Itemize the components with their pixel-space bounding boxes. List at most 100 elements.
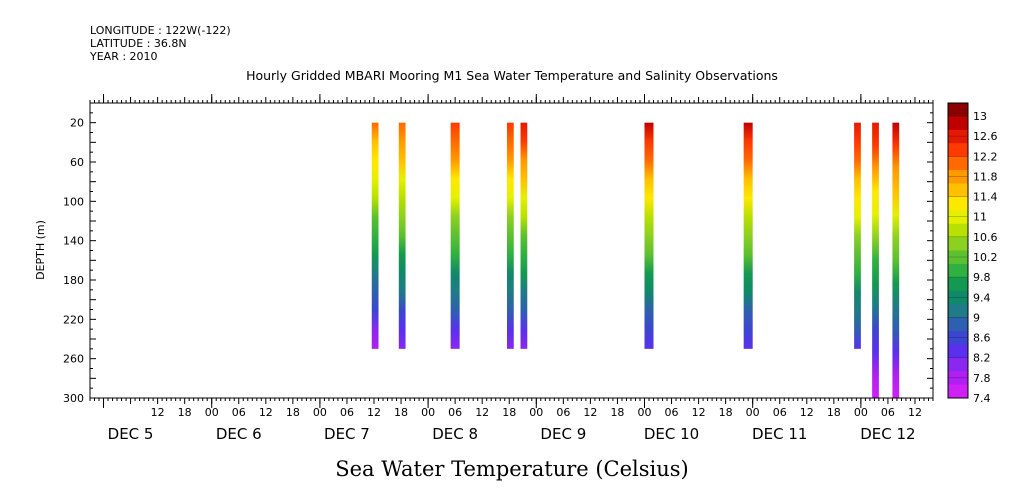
profile-bar bbox=[872, 122, 879, 399]
profile-bars bbox=[371, 122, 900, 399]
colorbar-swatch bbox=[948, 103, 968, 117]
longitude-label: LONGITUDE : 122W(-122) bbox=[90, 24, 231, 37]
y-axis-title: DEPTH (m) bbox=[34, 220, 47, 280]
colorbar-label: 9.4 bbox=[973, 291, 991, 304]
colorbar-swatch bbox=[948, 344, 968, 359]
y-tick-label: 60 bbox=[70, 156, 84, 169]
colorbar-swatch bbox=[948, 317, 968, 332]
x-tick-label: 00 bbox=[637, 406, 651, 419]
colorbar-swatch bbox=[948, 210, 968, 225]
colorbar-swatch bbox=[948, 357, 968, 372]
x-tick-label: 18 bbox=[178, 406, 192, 419]
colorbar-swatch bbox=[948, 371, 968, 386]
x-tick-label: 00 bbox=[313, 406, 327, 419]
colorbar-label: 11.4 bbox=[973, 191, 998, 204]
colorbar-swatch bbox=[948, 250, 968, 265]
colorbar-label: 12.6 bbox=[973, 130, 998, 143]
profile-bar bbox=[743, 122, 753, 349]
colorbar-swatch bbox=[948, 156, 968, 171]
year-label: YEAR : 2010 bbox=[89, 50, 158, 63]
chart-title: Hourly Gridded MBARI Mooring M1 Sea Wate… bbox=[246, 68, 778, 83]
colorbar-swatch bbox=[948, 384, 968, 399]
x-tick-label: 00 bbox=[205, 406, 219, 419]
y-tick-label: 100 bbox=[63, 195, 84, 208]
x-tick-label: 00 bbox=[854, 406, 868, 419]
profile-bar bbox=[520, 122, 528, 349]
x-tick-label: 12 bbox=[583, 406, 597, 419]
x-tick-label: 12 bbox=[692, 406, 706, 419]
colorbar-label: 11.8 bbox=[973, 170, 998, 183]
profile-bar bbox=[371, 122, 379, 349]
profile-bar bbox=[892, 122, 900, 399]
colorbar-label: 11 bbox=[973, 211, 987, 224]
x-tick-label: 18 bbox=[610, 406, 624, 419]
x-tick-label: 06 bbox=[773, 406, 787, 419]
y-tick-label: 260 bbox=[63, 353, 84, 366]
colorbar-label: 8.6 bbox=[973, 332, 991, 345]
y-tick-label: 140 bbox=[63, 235, 84, 248]
colorbar-swatch bbox=[948, 196, 968, 211]
colorbar-label: 7.8 bbox=[973, 372, 991, 385]
x-tick-label: 12 bbox=[800, 406, 814, 419]
colorbar-swatch bbox=[948, 170, 968, 184]
profile-bar bbox=[450, 122, 460, 349]
profile-bar bbox=[398, 122, 406, 349]
x-day-label: DEC 5 bbox=[108, 425, 154, 443]
x-tick-label: 06 bbox=[556, 406, 570, 419]
colorbar-label: 7.4 bbox=[973, 392, 991, 405]
x-axis-title: Sea Water Temperature (Celsius) bbox=[335, 457, 689, 481]
y-tick-label: 220 bbox=[63, 313, 84, 326]
profile-bar bbox=[506, 122, 514, 349]
x-tick-label: 18 bbox=[827, 406, 841, 419]
colorbar-swatch bbox=[948, 223, 968, 238]
x-tick-label: 00 bbox=[421, 406, 435, 419]
y-tick-label: 20 bbox=[70, 117, 84, 130]
x-tick-label: 12 bbox=[259, 406, 273, 419]
y-tick-label: 300 bbox=[63, 392, 84, 405]
colorbar-swatch bbox=[948, 237, 968, 251]
colorbar-swatch bbox=[948, 277, 968, 292]
x-tick-label: 00 bbox=[746, 406, 760, 419]
plot-axes: 12 18 00 06 12 18 00 06 12 18 00 06 12 18 00 06 12 18 00 06… bbox=[63, 94, 934, 443]
x-day-label: DEC 6 bbox=[216, 425, 262, 443]
profile-bar bbox=[854, 122, 861, 349]
colorbar-swatch bbox=[948, 290, 968, 305]
colorbar-swatch bbox=[948, 129, 968, 144]
x-day-label: DEC 8 bbox=[432, 425, 478, 443]
x-tick-label: 12 bbox=[367, 406, 381, 419]
x-tick-label: 12 bbox=[908, 406, 922, 419]
colorbar-swatch bbox=[948, 143, 968, 158]
colorbar-frame bbox=[947, 102, 969, 399]
colorbar-swatch bbox=[948, 116, 968, 131]
x-tick-label: 06 bbox=[232, 406, 246, 419]
x-tick-label: 06 bbox=[881, 406, 895, 419]
colorbar-swatch bbox=[948, 330, 968, 345]
colorbar-swatch bbox=[948, 183, 968, 198]
x-day-label: DEC 10 bbox=[644, 425, 699, 443]
profile-bar bbox=[644, 122, 654, 349]
x-tick-label: 06 bbox=[448, 406, 462, 419]
colorbar-label: 9 bbox=[973, 311, 980, 324]
y-tick-label: 180 bbox=[63, 274, 84, 287]
colorbar: 13 12.6 12.2 11.8 11.4 11 10.6 10.2 9.8 9.4 9 8.6 8.… bbox=[947, 102, 998, 405]
x-tick-label: 06 bbox=[665, 406, 679, 419]
colorbar-swatch bbox=[948, 304, 968, 319]
colorbar-label: 9.8 bbox=[973, 271, 991, 284]
x-tick-label: 00 bbox=[529, 406, 543, 419]
colorbar-label: 12.2 bbox=[973, 150, 998, 163]
latitude-label: LATITUDE : 36.8N bbox=[90, 37, 187, 50]
colorbar-label: 13 bbox=[973, 110, 987, 123]
x-tick-label: 18 bbox=[502, 406, 516, 419]
x-tick-label: 18 bbox=[719, 406, 733, 419]
x-tick-label: 12 bbox=[475, 406, 489, 419]
x-tick-label: 06 bbox=[340, 406, 354, 419]
x-day-label: DEC 11 bbox=[752, 425, 807, 443]
x-tick-label: 12 bbox=[151, 406, 165, 419]
colorbar-swatch bbox=[948, 263, 968, 278]
x-day-label: DEC 9 bbox=[540, 425, 586, 443]
x-tick-label: 18 bbox=[286, 406, 300, 419]
x-day-label: DEC 7 bbox=[324, 425, 370, 443]
colorbar-label: 10.6 bbox=[973, 231, 998, 244]
colorbar-label: 8.2 bbox=[973, 352, 991, 365]
